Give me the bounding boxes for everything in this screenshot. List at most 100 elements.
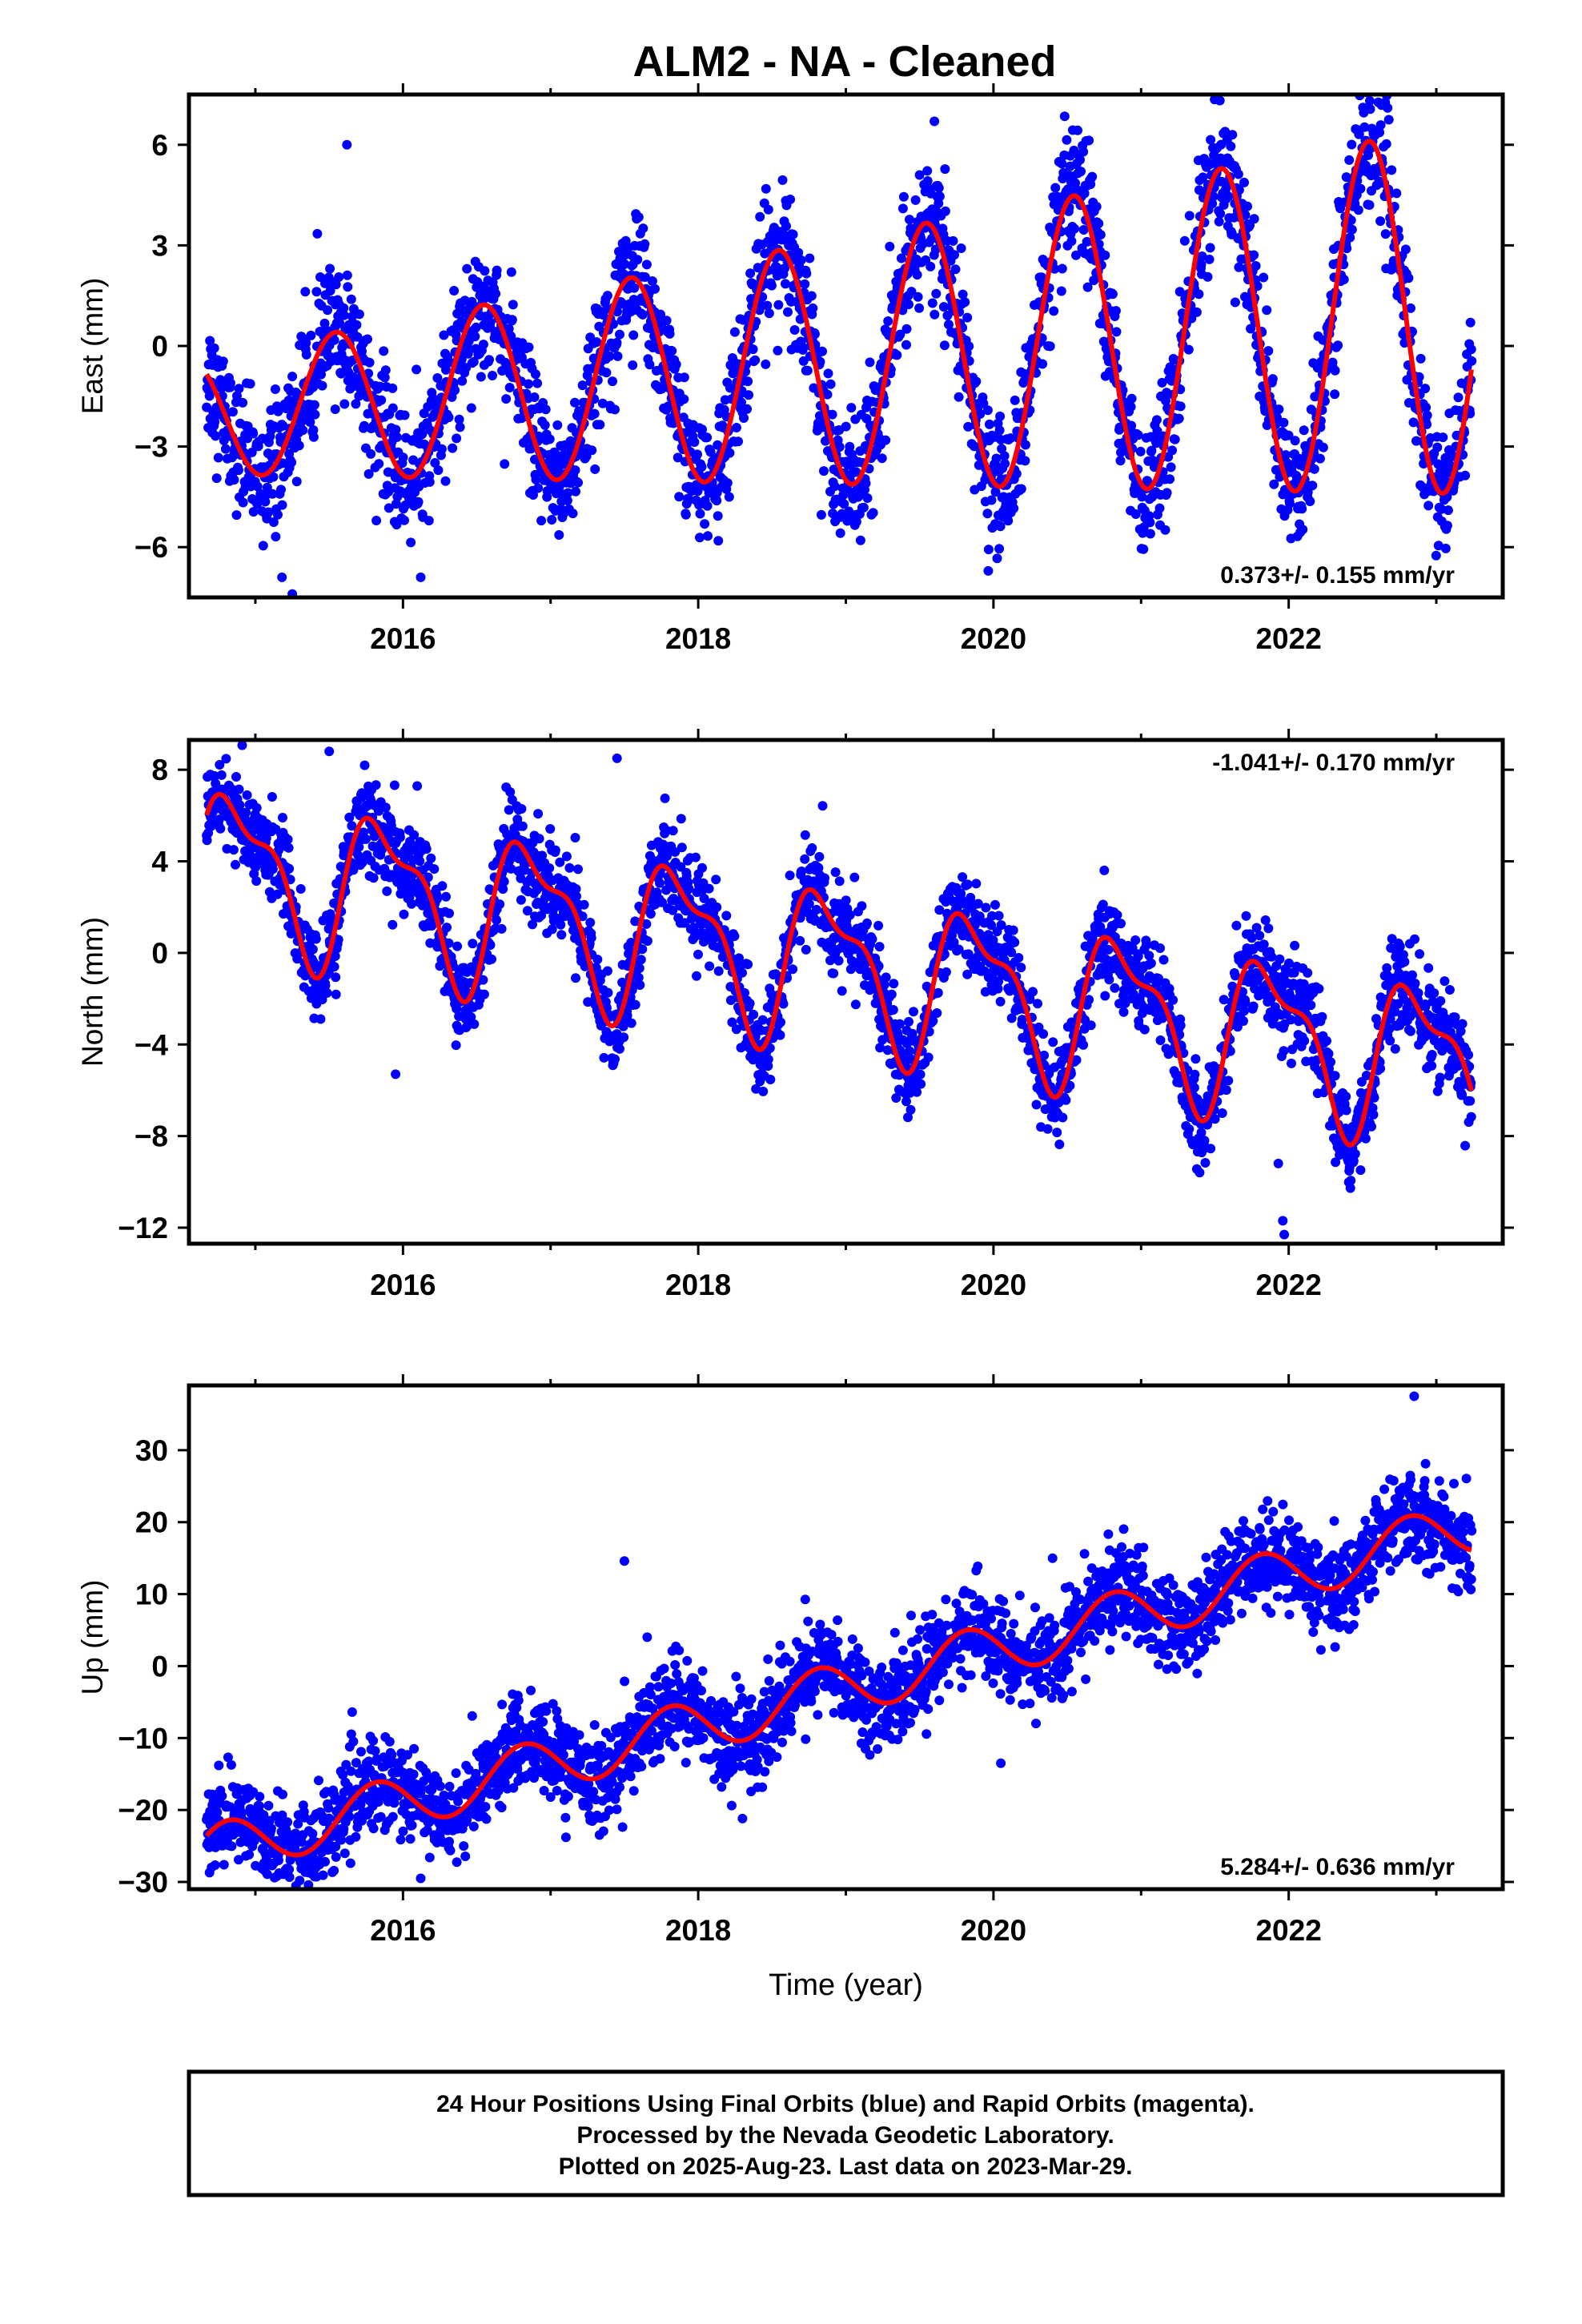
north-data-point [933,987,943,998]
east-data-point [248,507,259,517]
east-data-point [1089,275,1099,285]
east-data-point [950,250,959,260]
north-data-point [1042,1124,1053,1134]
east-data-point [334,272,344,282]
east-data-point [628,360,638,370]
east-data-point [570,397,580,408]
east-data-point [904,300,913,310]
east-data-point [632,255,643,265]
north-data-point [901,1096,911,1107]
north-data-point [941,967,951,977]
east-data-point [1442,521,1452,531]
north-data-point [412,781,423,791]
north-data-point [231,859,240,870]
east-data-point [492,265,502,275]
east-data-point [681,509,691,520]
north-data-point [361,834,371,844]
east-data-point [273,509,283,520]
east-data-point [674,492,685,502]
east-data-point [881,435,891,445]
north-data-point [932,1008,942,1018]
east-data-point [963,421,974,432]
east-data-point [268,472,279,482]
north-data-point [573,864,583,875]
east-data-point [954,392,964,402]
north-data-point [971,879,982,889]
north-data-point [1103,944,1114,955]
east-data-point [1279,417,1289,428]
east-data-point [1059,111,1070,122]
north-data-point [359,760,370,770]
north-data-point [295,884,306,894]
east-data-point [1049,306,1059,316]
east-data-point [277,500,287,510]
east-data-point [1198,172,1208,183]
east-data-point [323,305,333,316]
east-data-point [547,515,557,525]
east-data-point [1151,415,1162,425]
east-data-point [781,221,791,231]
north-data-point [1052,1128,1062,1138]
east-data-point [663,401,673,412]
east-data-point [1038,359,1048,369]
east-data-point [773,345,783,356]
east-data-point [597,398,608,408]
east-x-tick-label: 2018 [665,622,731,655]
east-data-point [589,408,600,419]
east-data-point [1137,492,1147,502]
east-data-point [1422,419,1432,429]
east-data-point [455,422,465,432]
east-data-point [997,444,1007,454]
east-data-point [896,253,906,263]
north-data-point [382,886,392,896]
east-data-point [417,429,428,440]
east-data-point [1206,135,1216,145]
east-data-point [466,403,476,413]
north-data-point [811,904,821,915]
east-data-point [1191,307,1202,317]
north-data-point [886,989,897,999]
north-data-points [202,740,1476,1240]
east-data-point [1281,450,1291,460]
east-data-point [620,259,630,269]
east-data-point [468,356,479,367]
east-data-point [1000,459,1010,468]
east-data-point [1354,129,1364,139]
east-data-point [858,502,869,513]
east-data-point [964,341,974,352]
east-data-point [1417,481,1427,492]
north-data-point [311,934,321,944]
east-data-point [901,324,912,334]
east-data-point [1056,286,1066,296]
east-data-point [1391,188,1402,199]
east-data-point [1347,139,1357,150]
east-data-point [931,288,942,299]
east-data-point [801,268,812,279]
east-data-point [722,478,733,489]
east-data-point [797,344,808,355]
north-data-point [534,834,544,844]
east-data-point [1406,303,1415,313]
east-data-point [773,300,784,310]
east-data-point [992,553,1002,564]
east-data-point [958,289,968,300]
north-data-point [915,1069,926,1080]
east-data-point [930,309,940,320]
north-data-point [322,987,332,998]
east-data-point [1076,167,1086,177]
east-data-point [1091,202,1102,211]
east-data-point [684,495,694,505]
east-data-point [1126,402,1136,412]
east-data-point [827,409,837,420]
east-data-point [1010,395,1020,405]
east-data-point [901,340,911,350]
north-data-point [981,903,991,913]
east-data-point [219,436,229,446]
east-data-point [825,379,836,389]
north-data-point [713,966,724,976]
north-data-point [586,933,596,943]
east-data-point [922,176,933,186]
east-data-point [743,376,753,387]
east-data-point [454,414,464,424]
